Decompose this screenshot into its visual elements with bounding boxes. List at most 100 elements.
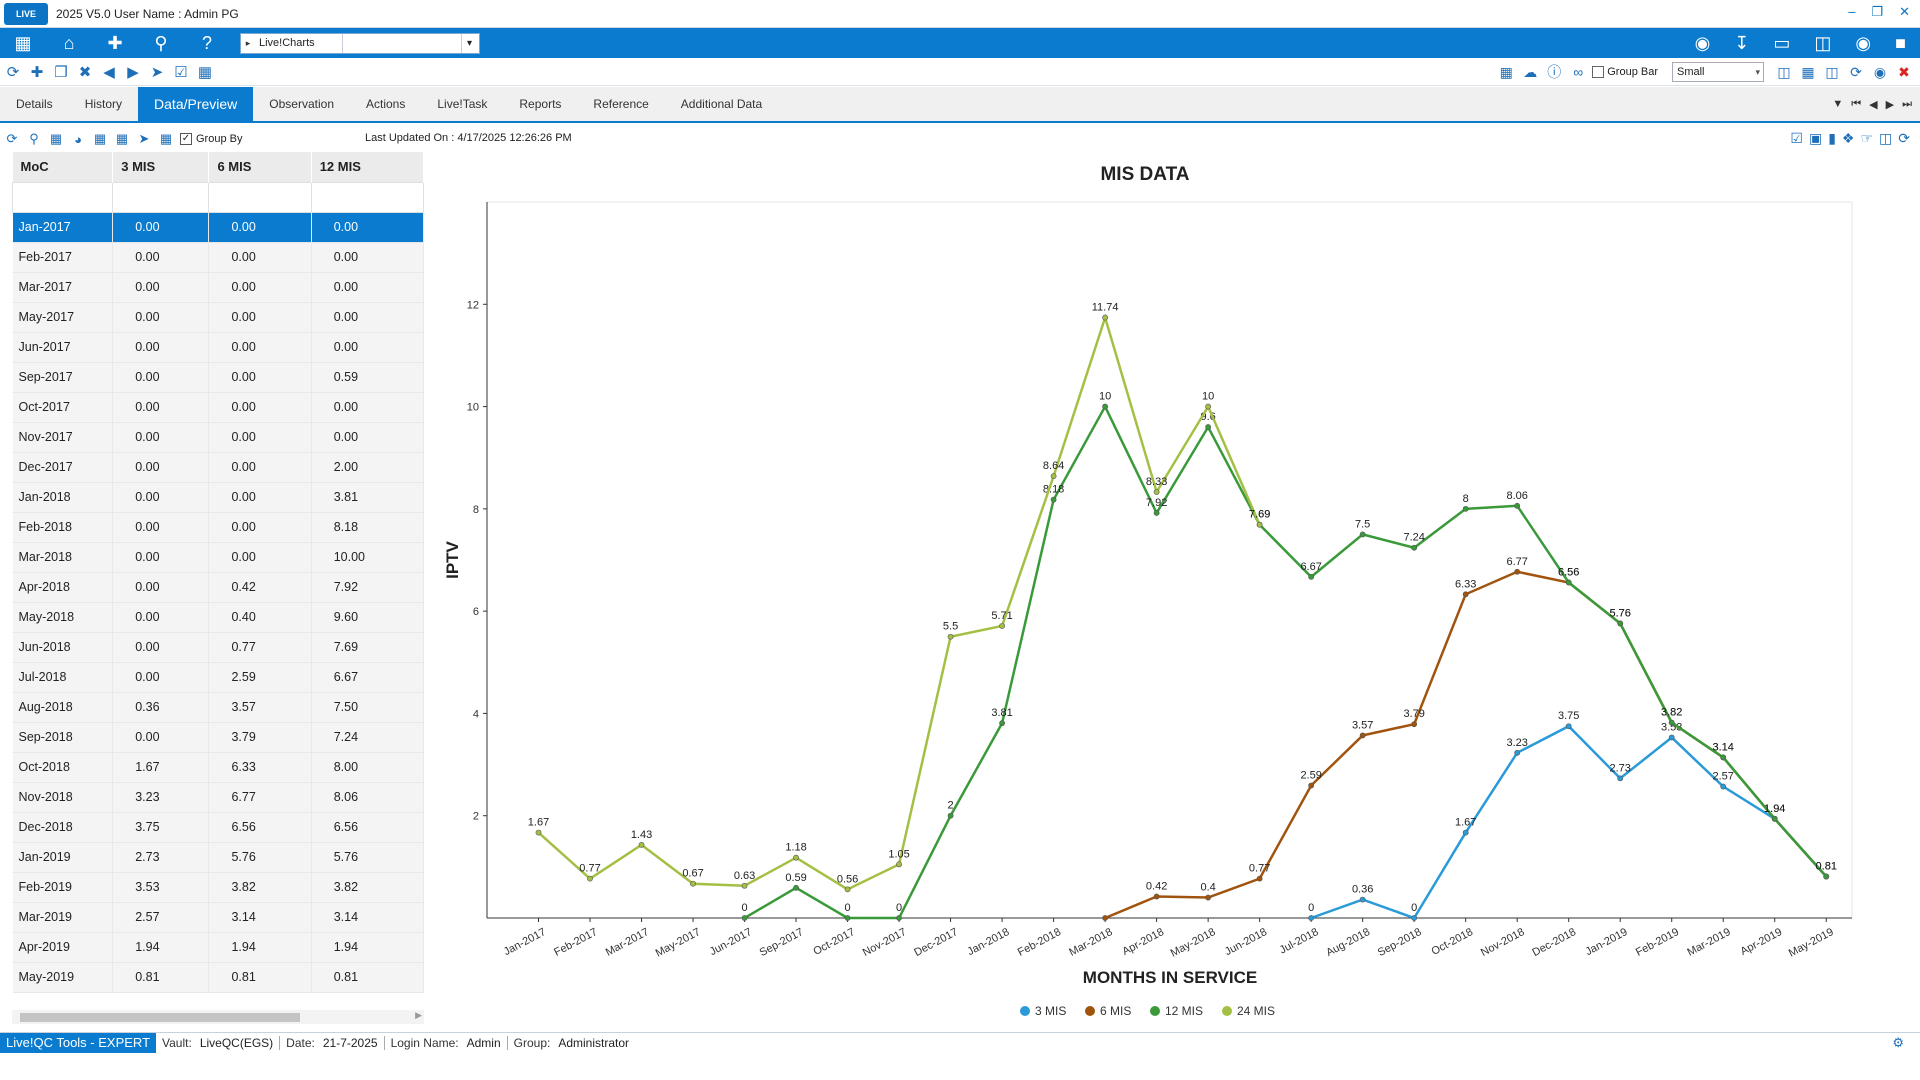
table-row[interactable]: Nov-2017 0.00 0.00 0.00 (12, 422, 425, 453)
tab-reports[interactable]: Reports (519, 97, 562, 111)
tab-dropdown-icon[interactable]: ▼ (1832, 98, 1844, 110)
data-point[interactable] (793, 884, 799, 891)
workflow-icon[interactable]: ➤ (150, 63, 164, 81)
table-row[interactable]: Feb-2019 3.53 3.82 3.82 (12, 872, 425, 903)
table-row[interactable]: May-2019 0.81 0.81 0.81 (12, 962, 425, 993)
horizontal-scrollbar[interactable]: ▶ (12, 1010, 424, 1024)
data-point[interactable] (638, 841, 645, 848)
data-point[interactable] (1102, 403, 1109, 410)
data-point[interactable] (896, 915, 902, 921)
data-point[interactable] (587, 875, 593, 882)
data-point[interactable] (1050, 496, 1057, 503)
settings-icon[interactable]: ⚙ (1892, 1035, 1904, 1050)
data-point[interactable] (999, 623, 1005, 629)
check-icon[interactable]: ☑ (1790, 130, 1803, 146)
data-point[interactable] (1411, 915, 1418, 921)
data-point[interactable] (1668, 734, 1675, 741)
data-point[interactable] (1411, 544, 1418, 551)
next-tab-icon[interactable]: ▶ (1885, 99, 1895, 111)
refresh-data-icon[interactable]: ⟳ (6, 131, 18, 146)
table-row[interactable]: Aug-2018 0.36 3.57 7.50 (12, 692, 425, 723)
data-point[interactable] (1565, 579, 1572, 586)
data-point[interactable] (1359, 896, 1366, 903)
legend-item[interactable]: 12 MIS (1150, 1004, 1203, 1018)
table-row[interactable]: Jun-2017 0.00 0.00 0.00 (12, 332, 425, 363)
data-point[interactable] (1462, 505, 1469, 512)
zoom-icon[interactable]: ⚲ (29, 131, 39, 146)
help-icon[interactable]: ? (201, 32, 212, 53)
copy-icon[interactable]: ❐ (54, 63, 68, 81)
chevron-down-icon[interactable]: ▾ (461, 34, 477, 53)
pivot-icon[interactable]: ▦ (115, 131, 129, 146)
data-point[interactable] (1308, 782, 1315, 789)
data-point[interactable] (1153, 510, 1160, 516)
data-point[interactable] (1565, 723, 1572, 730)
bar-chart-icon[interactable]: ▮ (1828, 130, 1836, 146)
data-point[interactable] (1514, 568, 1521, 575)
table-row[interactable]: Dec-2018 3.75 6.56 6.56 (12, 812, 425, 843)
cloud-icon[interactable]: ☁ (1523, 63, 1538, 80)
data-point[interactable] (1256, 521, 1263, 528)
prev-tab-icon[interactable]: ◀ (1869, 99, 1878, 111)
data-point[interactable] (1205, 424, 1212, 430)
scrollbar-thumb[interactable] (20, 1013, 300, 1022)
tab-details[interactable]: Details (16, 97, 53, 111)
module-selector[interactable]: ▸ Live!Charts ▾ (240, 33, 480, 54)
size-select[interactable]: Small ▾ (1672, 62, 1764, 82)
tab-livetask[interactable]: Live!Task (437, 97, 488, 111)
filter-cell[interactable] (112, 181, 210, 213)
sync-icon[interactable]: ⟳ (1850, 63, 1862, 80)
data-point[interactable] (1308, 915, 1315, 921)
last-tab-icon[interactable]: ⏭ (1902, 98, 1912, 110)
restore-icon[interactable]: ❐ (1871, 4, 1884, 19)
data-point[interactable] (1102, 314, 1109, 321)
table-row[interactable]: Mar-2018 0.00 0.00 10.00 (12, 542, 425, 573)
filter-cell[interactable] (208, 181, 312, 213)
data-point[interactable] (741, 915, 748, 921)
table-row[interactable]: Jun-2018 0.00 0.77 7.69 (12, 632, 425, 663)
data-point[interactable] (1359, 732, 1366, 739)
location-icon[interactable]: ◉ (1694, 32, 1711, 53)
data-point[interactable] (1668, 719, 1675, 726)
scroll-right-icon[interactable]: ▶ (415, 1010, 422, 1020)
data-point[interactable] (1462, 591, 1469, 598)
grid-view-icon[interactable]: ▦ (1801, 63, 1815, 80)
data-point[interactable] (1256, 875, 1263, 882)
table-row[interactable]: May-2018 0.00 0.40 9.60 (12, 602, 425, 633)
table-row[interactable]: Oct-2017 0.00 0.00 0.00 (12, 392, 425, 423)
back-arrow-icon[interactable]: ◀ (103, 63, 115, 81)
group-bar-toggle[interactable]: Group Bar (1592, 66, 1658, 78)
table-row[interactable]: Sep-2018 0.00 3.79 7.24 (12, 722, 425, 753)
export-icon[interactable]: ➤ (138, 131, 150, 146)
data-point[interactable] (1359, 531, 1366, 538)
grid-menu-icon[interactable]: ▦ (14, 32, 32, 53)
data-point[interactable] (844, 886, 851, 893)
approve-icon[interactable]: ☑ (174, 63, 188, 81)
tag-icon[interactable]: ❖ (1841, 130, 1855, 146)
home-icon[interactable]: ⌂ (63, 32, 75, 53)
data-point[interactable] (844, 915, 851, 921)
table-row[interactable]: Apr-2019 1.94 1.94 1.94 (12, 932, 425, 963)
save-icon[interactable]: ▣ (1808, 130, 1823, 146)
refresh-icon[interactable]: ⟳ (6, 63, 20, 81)
table-row[interactable]: Oct-2018 1.67 6.33 8.00 (12, 752, 425, 783)
visibility-icon[interactable]: ◉ (1873, 63, 1887, 80)
clipboard-icon[interactable]: ▭ (1773, 32, 1791, 53)
data-point[interactable] (1462, 829, 1469, 836)
data-point[interactable] (1617, 775, 1624, 782)
layout-icon[interactable]: ◫ (1814, 32, 1832, 53)
data-point[interactable] (690, 880, 696, 887)
legend-item[interactable]: 6 MIS (1085, 1004, 1131, 1018)
group-bar-checkbox[interactable] (1592, 66, 1605, 78)
table-grid-icon[interactable]: ▦ (93, 131, 107, 146)
tab-observation[interactable]: Observation (269, 97, 334, 111)
pointer-icon[interactable]: ☞ (1860, 130, 1874, 146)
tab-additional-data[interactable]: Additional Data (680, 97, 763, 111)
data-point[interactable] (999, 720, 1005, 727)
data-point[interactable] (1823, 873, 1830, 880)
legend-item[interactable]: 24 MIS (1222, 1004, 1275, 1018)
table-row[interactable]: Mar-2019 2.57 3.14 3.14 (12, 902, 425, 933)
table-row[interactable]: Jan-2019 2.73 5.76 5.76 (12, 842, 425, 873)
tab-reference[interactable]: Reference (593, 97, 649, 111)
data-point[interactable] (741, 882, 748, 889)
